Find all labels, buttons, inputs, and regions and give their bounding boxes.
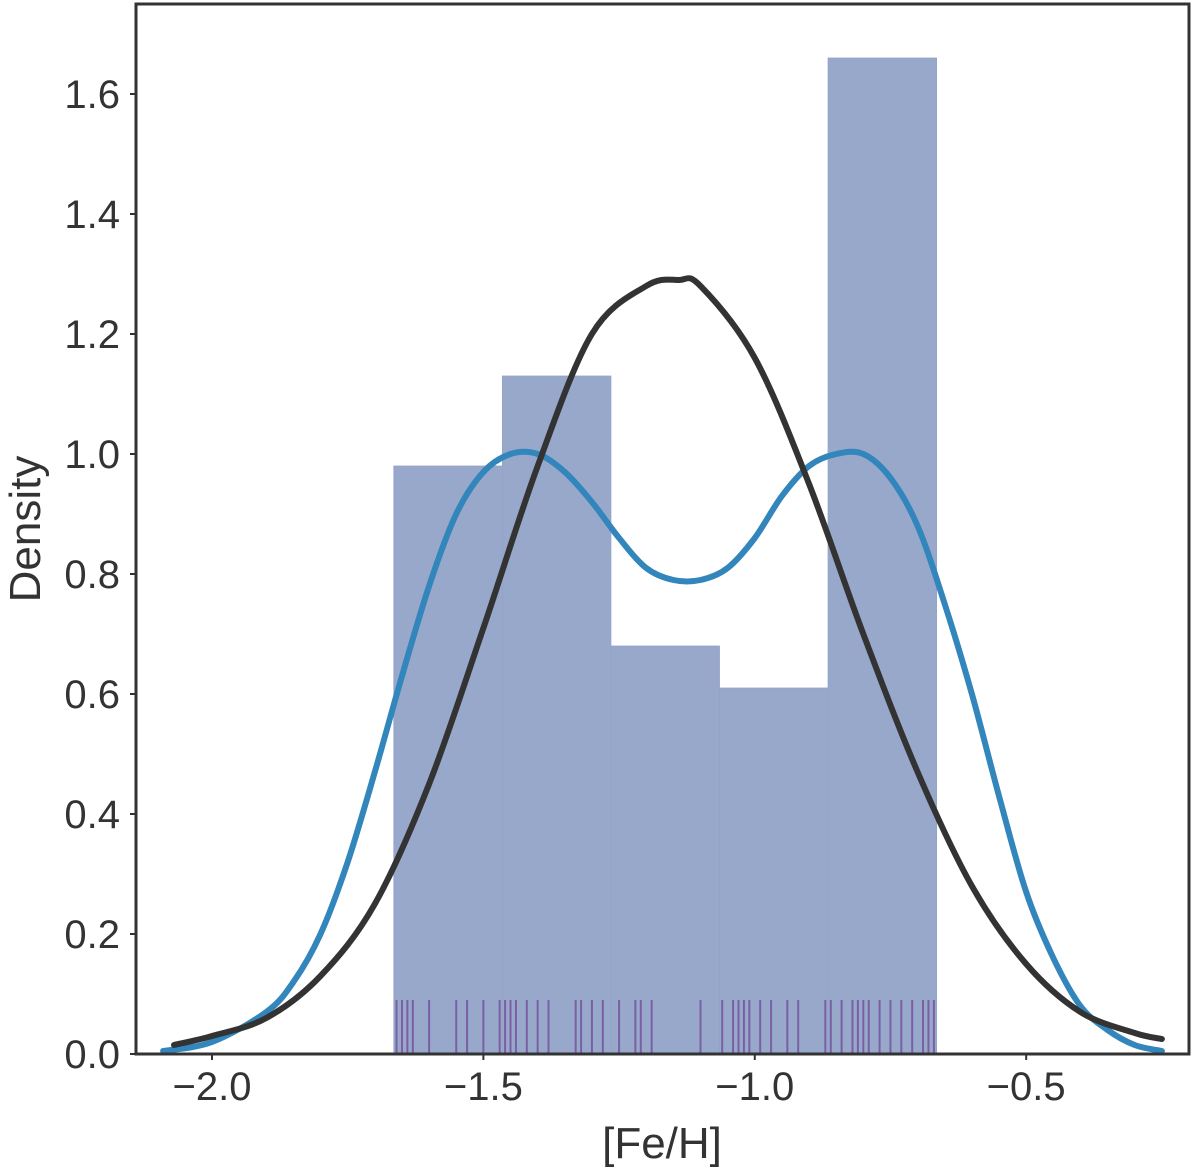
x-tick-label: −1.5 <box>444 1065 523 1109</box>
x-axis-label: [Fe/H] <box>602 1119 722 1168</box>
y-tick-label: 0.0 <box>64 1033 120 1077</box>
normal-fit-curve <box>171 275 1165 1048</box>
rug-ticks <box>395 1000 935 1054</box>
y-tick-label: 1.6 <box>64 73 120 117</box>
kde-curve <box>160 448 1165 1054</box>
histogram-bar-5 <box>827 57 938 1055</box>
density-curves <box>160 275 1165 1054</box>
y-tick-label: 1.0 <box>64 433 120 477</box>
y-tick-label: 0.4 <box>64 793 120 837</box>
histogram-bar-1 <box>393 465 503 1055</box>
y-tick-label: 0.6 <box>64 673 120 717</box>
x-tick-label: −2.0 <box>173 1065 252 1109</box>
histogram-bar-4 <box>719 687 829 1055</box>
x-tick-label: −0.5 <box>987 1065 1066 1109</box>
y-tick-label: 1.4 <box>64 193 120 237</box>
histogram-bars <box>393 57 938 1055</box>
histogram-bar-3 <box>610 645 720 1055</box>
y-axis-ticks: 0.0 0.2 0.4 0.6 0.8 1.0 1.2 1.4 1.6 <box>64 73 136 1077</box>
y-axis-label: Density <box>1 456 50 603</box>
y-tick-label: 0.8 <box>64 553 120 597</box>
y-tick-label: 0.2 <box>64 913 120 957</box>
histogram-bar-2 <box>501 375 612 1055</box>
x-tick-label: −1.0 <box>715 1065 794 1109</box>
x-axis-ticks: −2.0 −1.5 −1.0 −0.5 <box>173 1054 1066 1109</box>
y-tick-label: 1.2 <box>64 313 120 357</box>
plot-frame <box>134 2 1191 1056</box>
